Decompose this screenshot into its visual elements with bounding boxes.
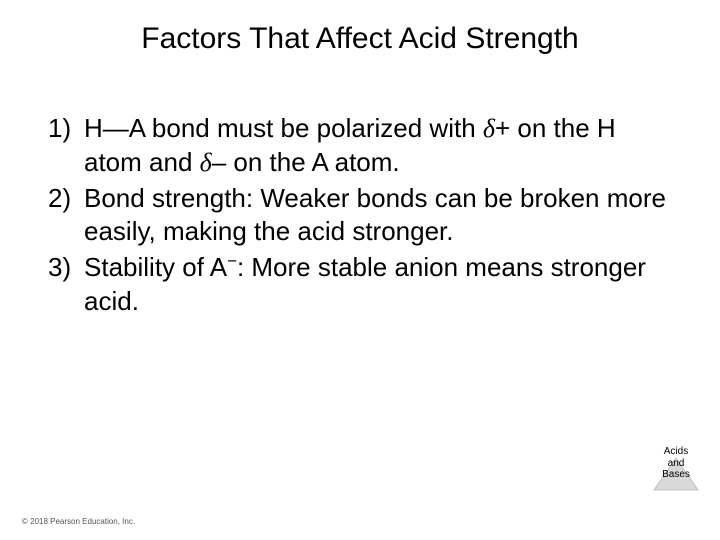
body-list: 1) H—A bond must be polarized with δ+ on… <box>48 112 672 321</box>
list-item: 2) Bond strength: Weaker bonds can be br… <box>48 182 672 250</box>
badge-text: Acids and Bases <box>652 446 700 481</box>
slide: Factors That Affect Acid Strength 1) H—A… <box>0 0 720 540</box>
slide-title: Factors That Affect Acid Strength <box>0 22 720 56</box>
list-number: 1) <box>48 112 84 180</box>
chapter-badge: Acids and Bases <box>652 452 700 492</box>
badge-line: Acids <box>664 446 688 457</box>
list-number: 2) <box>48 182 84 250</box>
list-text: Bond strength: Weaker bonds can be broke… <box>84 182 672 250</box>
copyright-text: © 2018 Pearson Education, Inc. <box>22 517 135 526</box>
list-number: 3) <box>48 251 84 319</box>
list-text: Stability of A−: More stable anion means… <box>84 251 672 319</box>
list-item: 1) H—A bond must be polarized with δ+ on… <box>48 112 672 180</box>
badge-line: Bases <box>662 469 690 480</box>
badge-line: and <box>668 458 685 469</box>
list-item: 3) Stability of A−: More stable anion me… <box>48 251 672 319</box>
list-text: H—A bond must be polarized with δ+ on th… <box>84 112 672 180</box>
